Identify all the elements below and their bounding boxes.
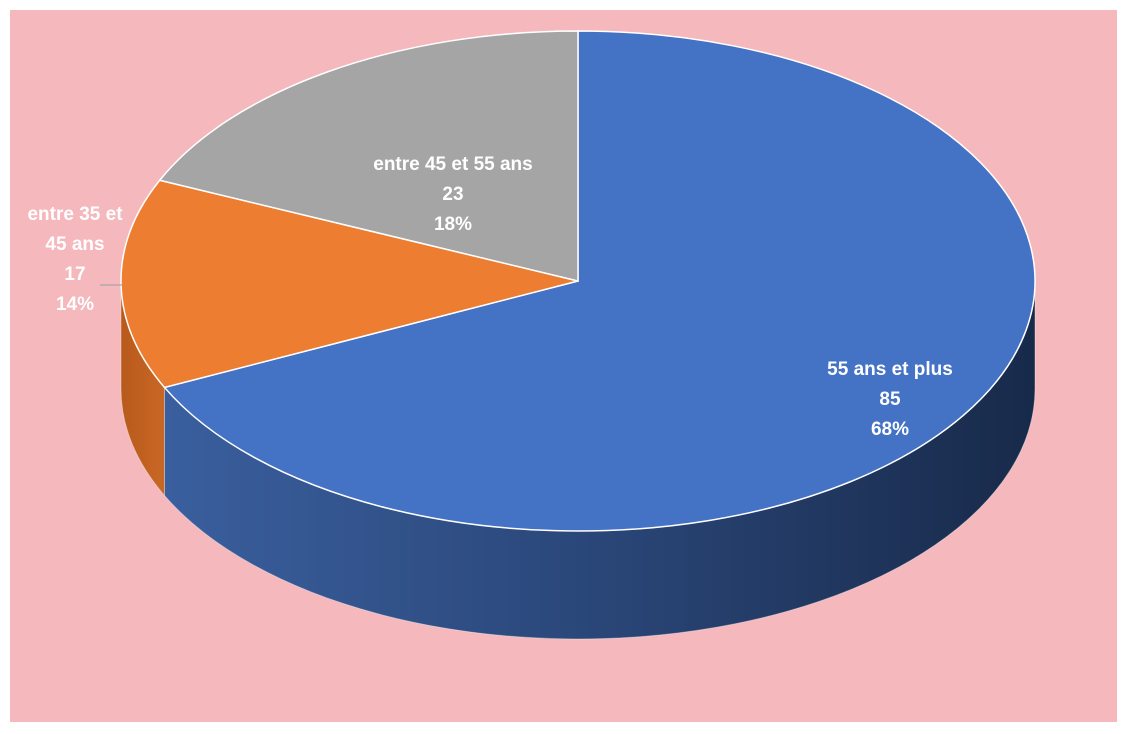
data-label-line: 18% — [434, 214, 472, 235]
data-label-line: 55 ans et plus — [827, 359, 953, 380]
data-label: 55 ans et plus 85 68% — [827, 359, 953, 440]
data-labels-layer: 55 ans et plus 85 68% entre 35 et 45 ans 17 14… — [27, 154, 952, 440]
data-label-line: entre 35 et — [27, 204, 123, 225]
data-label: entre 35 et 45 ans 17 14% — [27, 204, 123, 315]
chart-area: 55 ans et plus 85 68% entre 35 et 45 ans 17 14… — [10, 10, 1117, 722]
data-label-line: 17 — [64, 264, 85, 285]
data-label-line: entre 45 et 55 ans — [373, 154, 532, 175]
data-label-line: 85 — [879, 389, 901, 410]
pie-top-layer — [120, 30, 1036, 532]
data-label-line: 45 ans — [45, 234, 104, 255]
pie-slice[interactable] — [120, 179, 579, 389]
data-label-line: 14% — [56, 294, 94, 315]
pie-slice[interactable] — [158, 30, 579, 282]
data-label-line: 68% — [871, 419, 909, 440]
data-label-line: 23 — [442, 184, 463, 205]
data-label: entre 45 et 55 ans 23 18% — [373, 154, 532, 235]
pie-slice[interactable] — [163, 30, 1036, 532]
pie-chart: 55 ans et plus 85 68% entre 35 et 45 ans 17 14… — [10, 10, 1117, 722]
